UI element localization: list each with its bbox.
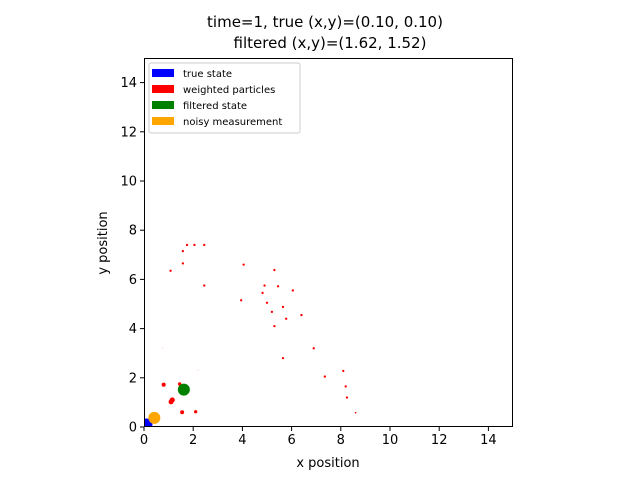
legend-label: noisy measurement (183, 117, 282, 128)
particle-point (281, 305, 285, 309)
y-tick-label: 10 (120, 175, 137, 190)
y-tick-label: 6 (129, 273, 137, 288)
particle-point (265, 301, 269, 304)
noisy-measurement-point (148, 411, 161, 424)
particle-point (185, 243, 189, 247)
y-tick-label: 8 (129, 224, 137, 239)
particle-point (323, 375, 326, 378)
x-tick-label: 6 (287, 433, 295, 448)
legend-swatch (152, 85, 174, 93)
y-axis-label: y position (96, 211, 111, 274)
legend-swatch (152, 117, 174, 125)
particle-point (344, 385, 347, 388)
legend-label: weighted particles (183, 85, 275, 96)
particle-point (300, 313, 303, 317)
x-tick-label: 2 (189, 433, 197, 448)
particle-point (161, 347, 164, 349)
legend: true state weighted particles filtered sta… (148, 62, 301, 134)
particle-point (203, 243, 206, 247)
y-tick-label: 2 (129, 371, 137, 386)
particle-point (263, 284, 266, 287)
legend-label: filtered state (183, 101, 247, 112)
particle-point (203, 284, 206, 287)
ticks-layer: 0 2 4 6 8 10 12 14 0 2 4 6 8 10 12 14 (120, 76, 496, 448)
particle-point (161, 382, 166, 387)
particle-point (169, 398, 174, 404)
particle-point (273, 268, 276, 272)
particle-point (285, 317, 288, 320)
y-tick-label: 14 (120, 76, 137, 91)
chart-title-line-2: filtered (x,y)=(1.62, 1.52) (234, 34, 427, 52)
particle-point (194, 410, 198, 414)
x-tick-label: 14 (480, 433, 497, 448)
legend-swatch (152, 101, 174, 109)
particle-point (276, 285, 280, 288)
particle-point (291, 289, 294, 292)
particle-point (242, 263, 245, 266)
particle-point (181, 249, 185, 253)
particle-point (312, 347, 315, 350)
axes-frame (144, 58, 513, 427)
particle-point (240, 299, 243, 302)
y-tick-label: 0 (129, 421, 137, 436)
particle-point (197, 369, 199, 372)
x-tick-label: 4 (238, 433, 246, 448)
particle-point (354, 411, 357, 414)
particle-point (193, 243, 196, 247)
state-markers-layer (144, 383, 190, 427)
particle-point (273, 324, 276, 328)
particle-point (180, 410, 185, 415)
particle-point (345, 396, 349, 399)
x-tick-label: 0 (140, 433, 148, 448)
particle-point (169, 269, 172, 272)
legend-box (148, 62, 301, 134)
particle-point (261, 291, 264, 295)
particle-point (181, 262, 185, 265)
chart-title-line-1: time=1, true (x,y)=(0.10, 0.10) (207, 13, 443, 31)
x-tick-label: 12 (431, 433, 448, 448)
legend-label: true state (183, 69, 232, 80)
x-axis-label: x position (296, 456, 359, 471)
particle-point (270, 310, 274, 314)
y-tick-label: 4 (129, 322, 137, 337)
chart-title: time=1, true (x,y)=(0.10, 0.10) filtered… (207, 13, 443, 52)
filtered-state-point (177, 383, 190, 396)
axes-layer (144, 58, 513, 427)
legend-swatch (152, 69, 174, 77)
x-tick-label: 10 (382, 433, 399, 448)
y-tick-label: 12 (120, 125, 137, 140)
particle-point (281, 356, 285, 360)
x-tick-label: 8 (337, 433, 345, 448)
particle-point (342, 369, 345, 373)
